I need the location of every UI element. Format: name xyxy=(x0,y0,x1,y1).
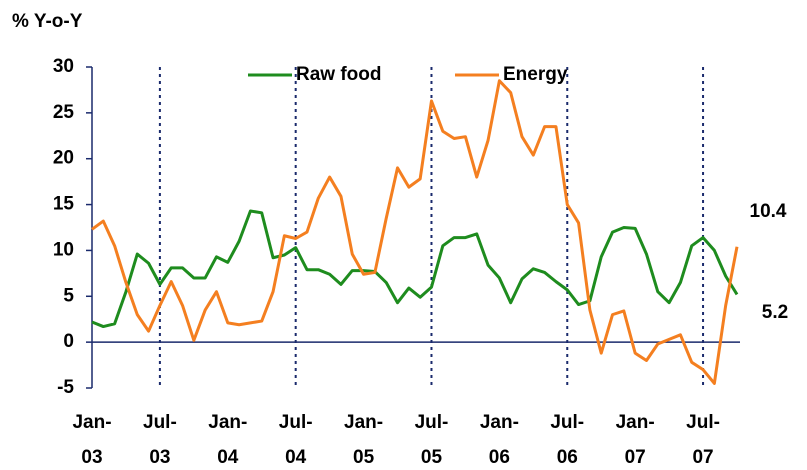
x-tick-label: Jul-03 xyxy=(143,412,177,468)
legend-label: Raw food xyxy=(296,64,382,85)
x-tick-label: Jul-05 xyxy=(415,412,449,468)
x-tick-label: Jul-06 xyxy=(550,412,584,468)
y-tick-label: -5 xyxy=(57,377,74,398)
x-tick-label: Jan-04 xyxy=(208,412,247,468)
annotation: 5.2 xyxy=(762,302,788,323)
x-tick-label: Jan-05 xyxy=(344,412,383,468)
x-tick-label: Jan-07 xyxy=(616,412,655,468)
y-tick-label: 25 xyxy=(53,102,75,123)
y-axis-label: % Y-o-Y xyxy=(12,11,83,32)
annotation: 10.4 xyxy=(750,201,787,222)
y-tick-label: 15 xyxy=(53,194,75,215)
y-tick-label: 20 xyxy=(53,148,74,169)
data-line xyxy=(91,79,739,385)
y-tick-label: 10 xyxy=(53,239,74,260)
y-tick-label: 30 xyxy=(53,56,74,77)
x-tick-label: Jul-04 xyxy=(279,412,313,468)
x-tick-label: Jul-07 xyxy=(686,412,720,468)
y-tick-label: 0 xyxy=(63,331,74,352)
y-tick-label: 5 xyxy=(63,285,74,306)
x-tick-label: Jan-06 xyxy=(480,412,519,468)
x-tick-label: Jan-03 xyxy=(72,412,111,468)
data-line xyxy=(91,209,739,329)
legend-label: Energy xyxy=(503,64,568,85)
